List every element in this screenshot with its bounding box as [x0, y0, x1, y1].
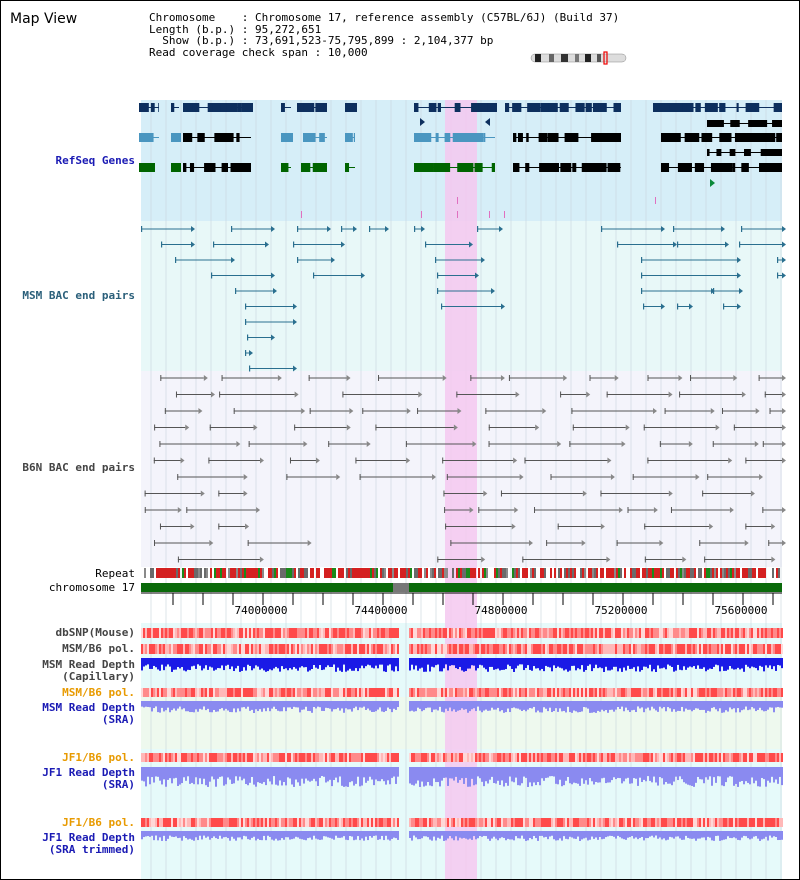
jf1-read-depth-trim-label: JF1 Read Depth (SRA trimmed) [42, 831, 135, 856]
chromosome-bar[interactable] [141, 583, 782, 592]
msm-bac-track[interactable] [141, 226, 786, 372]
b6n-bac-track-label: B6N BAC end pairs [22, 461, 135, 474]
chromosome-ideogram[interactable] [530, 51, 627, 65]
chromosome-label: Chromosome [149, 11, 216, 24]
repeat-track[interactable] [144, 568, 780, 578]
msm-read-depth-capillary-label: MSM Read Depth (Capillary) [42, 658, 135, 683]
highlight-region [445, 100, 477, 879]
b6n-bac-track[interactable] [144, 375, 786, 563]
coverage-label: Read coverage check span [149, 45, 308, 59]
page-title: Map View [10, 11, 78, 27]
axis-tick-label: 74000000 [235, 604, 288, 617]
dbsnp-track-label: dbSNP(Mouse) [55, 626, 135, 639]
jf1-read-depth-sra-label: JF1 Read Depth (SRA) [42, 766, 135, 791]
chromosome-track-label: chromosome 17 [48, 581, 135, 594]
refseq-genes-track[interactable] [139, 103, 782, 218]
refseq-track-label: RefSeq Genes [55, 154, 135, 167]
msm-b6-pol-label: MSM/B6 pol. [62, 642, 135, 655]
length-value: 95,272,651 [254, 22, 322, 36]
axis-tick-label: 75600000 [715, 604, 768, 617]
coverage-value: 10,000 [327, 45, 368, 59]
axis-tick-label: 74800000 [475, 604, 528, 617]
msm-b6-pol-sra-label: MSM/B6 pol. [62, 686, 135, 699]
repeat-track-label: Repeat [95, 567, 135, 580]
show-value: 73,691,523-75,795,899 : 2,104,377 bp [254, 34, 494, 47]
msm-read-depth-sra-label: MSM Read Depth (SRA) [42, 701, 135, 726]
msm-bac-track-label: MSM BAC end pairs [22, 289, 135, 302]
show-label: Show (b.p.) [162, 34, 236, 47]
jf1-b6-pol-trim-label: JF1/B6 pol. [62, 816, 135, 829]
current-region-marker [603, 51, 608, 65]
length-label: Length (b.p.) [149, 22, 236, 36]
polymorphism-depth-tracks[interactable] [141, 628, 783, 841]
jf1-b6-pol-label: JF1/B6 pol. [62, 751, 135, 764]
region-info: Chromosome : Chromosome 17, reference as… [149, 11, 620, 59]
axis-tick-label: 74400000 [355, 604, 408, 617]
position-axis: 74000000 74400000 74800000 75200000 75600000 [141, 592, 782, 617]
axis-tick-label: 75200000 [595, 604, 648, 617]
chromosome-value: Chromosome 17, reference assembly (C57BL… [254, 11, 620, 24]
